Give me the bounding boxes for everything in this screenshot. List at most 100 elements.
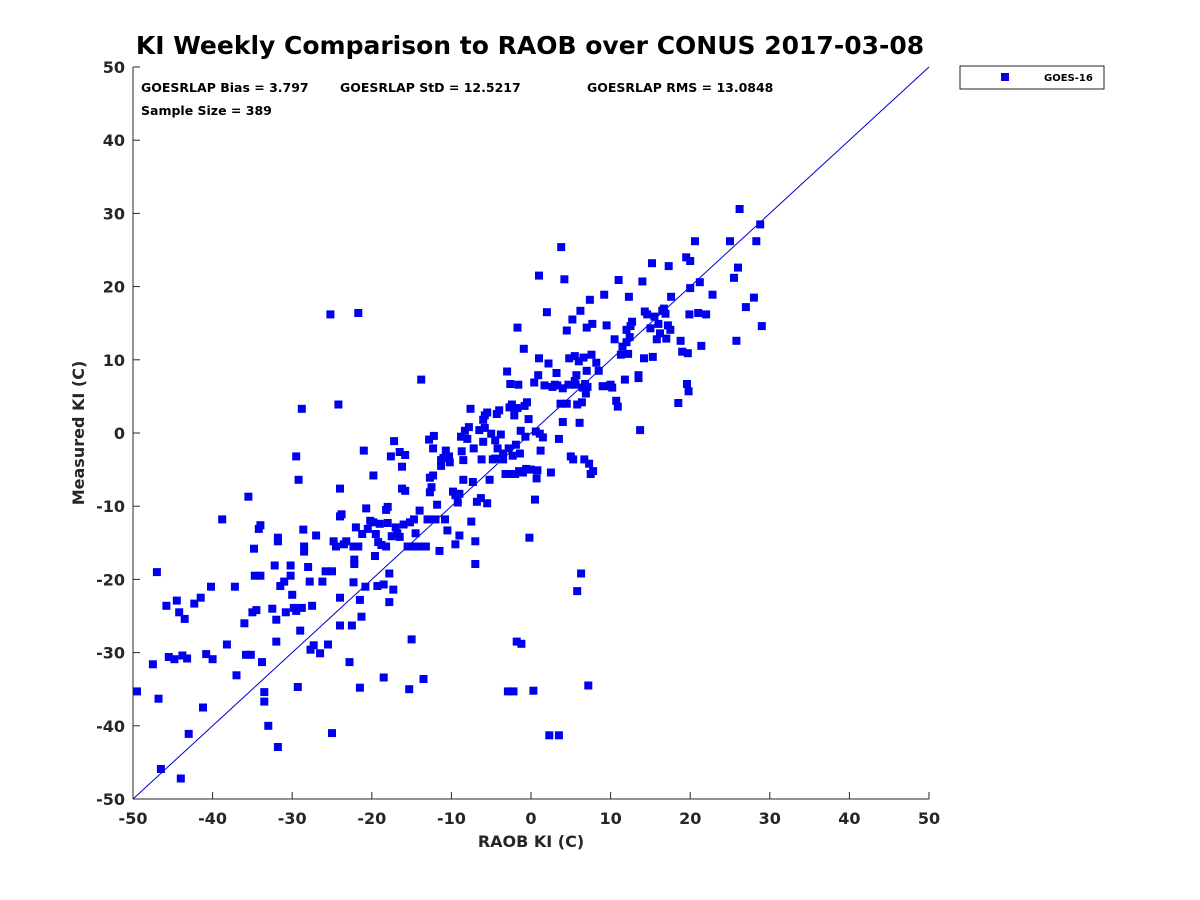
- x-tick-label: 0: [525, 809, 536, 828]
- data-point: [686, 257, 695, 265]
- data-point: [299, 525, 308, 534]
- data-point: [427, 483, 436, 492]
- data-point: [296, 626, 305, 635]
- data-point: [646, 324, 655, 333]
- data-point: [350, 555, 359, 564]
- data-point: [483, 499, 492, 508]
- data-point: [435, 546, 444, 555]
- data-point: [558, 384, 567, 393]
- data-point: [309, 641, 318, 650]
- data-point: [453, 498, 462, 507]
- data-point: [708, 290, 717, 299]
- data-point: [410, 515, 418, 524]
- data-point: [324, 640, 332, 649]
- data-point: [509, 687, 518, 696]
- stats-annotations: GOESRLAP Bias = 3.797 GOESRLAP StD = 12.…: [141, 80, 773, 118]
- data-point: [525, 533, 534, 542]
- data-point: [618, 342, 627, 351]
- data-point: [656, 329, 664, 338]
- data-point: [662, 334, 671, 343]
- data-point: [276, 582, 285, 590]
- data-point: [306, 645, 315, 654]
- data-point: [423, 515, 432, 524]
- data-point: [172, 596, 181, 605]
- data-point: [377, 541, 386, 549]
- data-point: [519, 344, 528, 353]
- data-point: [516, 426, 525, 435]
- data-point: [531, 495, 539, 504]
- data-point: [431, 515, 440, 524]
- data-point: [272, 637, 281, 646]
- y-ticks: -50 -40 -30 -20 -10 0 10 20 30 40 50: [96, 58, 140, 809]
- data-point: [232, 671, 241, 680]
- data-point: [654, 319, 663, 328]
- data-point: [328, 567, 336, 576]
- data-point: [407, 635, 416, 644]
- data-point: [515, 449, 524, 458]
- data-point: [476, 494, 485, 503]
- data-point: [441, 446, 450, 455]
- data-point: [154, 694, 163, 703]
- data-point: [491, 436, 500, 445]
- data-point: [598, 382, 607, 391]
- data-point: [466, 404, 475, 413]
- data-point: [288, 590, 297, 599]
- data-point: [483, 408, 492, 417]
- data-point: [273, 743, 282, 751]
- data-point: [337, 510, 346, 519]
- data-point: [529, 686, 538, 695]
- data-point: [648, 352, 657, 361]
- data-point: [507, 400, 516, 409]
- data-point: [510, 411, 519, 420]
- data-point: [499, 449, 508, 458]
- data-point: [180, 614, 189, 623]
- data-point: [429, 444, 438, 453]
- data-point: [258, 658, 266, 667]
- data-point: [562, 326, 571, 335]
- data-point: [178, 651, 187, 660]
- data-point: [734, 263, 742, 272]
- data-point: [666, 325, 675, 334]
- x-tick-label: -30: [278, 809, 307, 828]
- data-point: [355, 595, 364, 604]
- data-point: [622, 338, 631, 347]
- data-point: [634, 374, 643, 383]
- data-point: [292, 606, 301, 615]
- data-point: [312, 531, 321, 540]
- data-point: [577, 398, 586, 407]
- data-point: [540, 381, 549, 390]
- data-point: [640, 354, 648, 363]
- data-point: [328, 729, 336, 738]
- data-point: [351, 523, 360, 532]
- data-point: [445, 452, 453, 461]
- data-point: [538, 433, 547, 442]
- data-point: [375, 519, 384, 528]
- data-point: [196, 593, 205, 602]
- data-point: [268, 604, 277, 613]
- x-tick-label: -10: [437, 809, 466, 828]
- data-point: [582, 366, 591, 375]
- data-point: [650, 312, 659, 321]
- data-point: [496, 430, 505, 439]
- x-tick-label: 50: [918, 809, 940, 828]
- data-point: [624, 292, 633, 301]
- data-point: [532, 474, 541, 483]
- data-point: [349, 542, 358, 551]
- data-point: [479, 415, 488, 424]
- data-point: [240, 619, 249, 628]
- data-point: [589, 467, 598, 476]
- rms-annotation: GOESRLAP RMS = 13.0848: [587, 80, 773, 95]
- data-point: [395, 448, 404, 456]
- data-point: [648, 259, 656, 268]
- data-point: [358, 530, 367, 538]
- data-point: [574, 357, 583, 366]
- data-point: [176, 774, 185, 783]
- data-point: [674, 399, 683, 407]
- x-ticks: -50 -40 -30 -20 -10 0 10 20 30 40 50: [119, 792, 940, 828]
- data-point: [661, 309, 670, 318]
- data-point: [626, 322, 635, 331]
- data-point: [382, 542, 391, 551]
- data-point: [652, 335, 661, 344]
- data-point: [508, 451, 517, 460]
- data-point: [624, 349, 633, 358]
